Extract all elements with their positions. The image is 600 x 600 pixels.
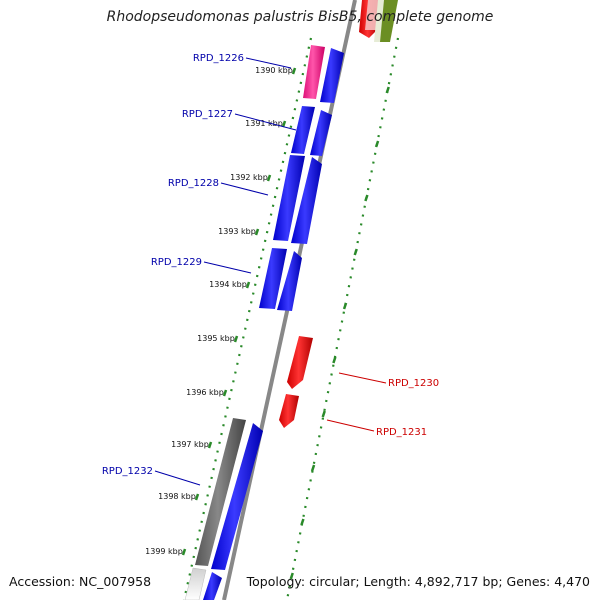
cds-rpd-1229b [277,251,302,311]
cds-bottom-partial [203,572,222,600]
ruler-tick [281,120,287,128]
ruler-tick [233,335,239,343]
ruler-tick [364,194,369,202]
gene-leader-line [326,419,375,432]
gene-leader-line [220,182,269,196]
gene-label-rpd-1227: RPD_1227 [182,109,233,120]
tick-label: 1396 kbp [186,388,224,397]
ruler-right-dots [285,37,400,600]
gene-gray-rpd-1232 [195,418,246,566]
gene-leader-line [245,57,292,69]
tick-label: 1390 kbp [255,66,293,75]
summary-text: Topology: circular; Length: 4,892,717 bp… [246,574,590,589]
gene-label-rpd-1231: RPD_1231 [376,427,427,438]
cds-rpd-1227a [291,106,315,154]
tick-label: 1398 kbp [158,492,196,501]
tick-label: 1397 kbp [171,440,209,449]
cds-rpd-1232 [211,423,263,570]
ruler-tick [353,248,358,256]
ruler-tick [181,548,187,556]
ruler-tick [194,493,200,501]
ruler-tick [321,410,326,418]
ruler-tick [310,464,316,472]
ruler-tick [254,228,260,236]
cds-rpd-1230 [287,336,313,389]
ruler-ticks [181,67,390,580]
tick-label: 1392 kbp [230,173,268,182]
gene-leader-line [203,261,252,274]
gene-labels: RPD_1226 RPD_1227 RPD_1228 RPD_1229 RPD_1230… [102,53,439,486]
gene-label-rpd-1230: RPD_1230 [388,378,439,389]
feature-green-fade [374,0,384,42]
ruler-tick [266,174,272,182]
gene-label-rpd-1232: RPD_1232 [102,466,153,477]
genome-title: Rhodopseudomonas palustris BisB5, comple… [106,9,494,25]
gene-label-rpd-1229: RPD_1229 [151,257,202,268]
tick-labels: 1390 kbp 1391 kbp 1392 kbp 1393 kbp 1394 kbp… [145,66,293,556]
gene-leader-line [234,113,297,131]
tick-label: 1391 kbp [245,119,283,128]
ruler-tick [222,389,228,397]
feature-gray-fade-bottom [184,567,207,600]
ruler-tick [289,572,294,580]
trna-feature [303,45,325,99]
ruler-tick [245,281,251,289]
gene-leader-line [154,470,201,486]
cds-rpd-1226 [320,48,344,103]
ruler-left-dots [182,37,313,600]
tick-label: 1399 kbp [145,547,183,556]
cds-rpd-1231 [279,394,299,428]
ruler-tick [291,67,297,75]
ruler-tick [332,356,337,364]
cds-rpd-1227b [310,110,332,156]
gene-label-rpd-1228: RPD_1228 [168,178,219,189]
tick-label: 1394 kbp [209,280,247,289]
ruler-tick [374,140,380,148]
cds-rpd-1229a [259,248,287,309]
gene-label-rpd-1226: RPD_1226 [193,53,244,64]
ruler-tick [300,518,305,526]
ruler-tick [207,441,213,449]
cds-rpd-1228b [291,157,322,244]
ruler-tick [342,302,348,310]
accession-text: Accession: NC_007958 [9,574,152,589]
tick-label: 1393 kbp [218,227,256,236]
cds-rpd-1228a [273,155,305,241]
tick-label: 1395 kbp [197,334,235,343]
gene-leader-line [338,372,387,384]
ruler-tick [385,86,390,94]
